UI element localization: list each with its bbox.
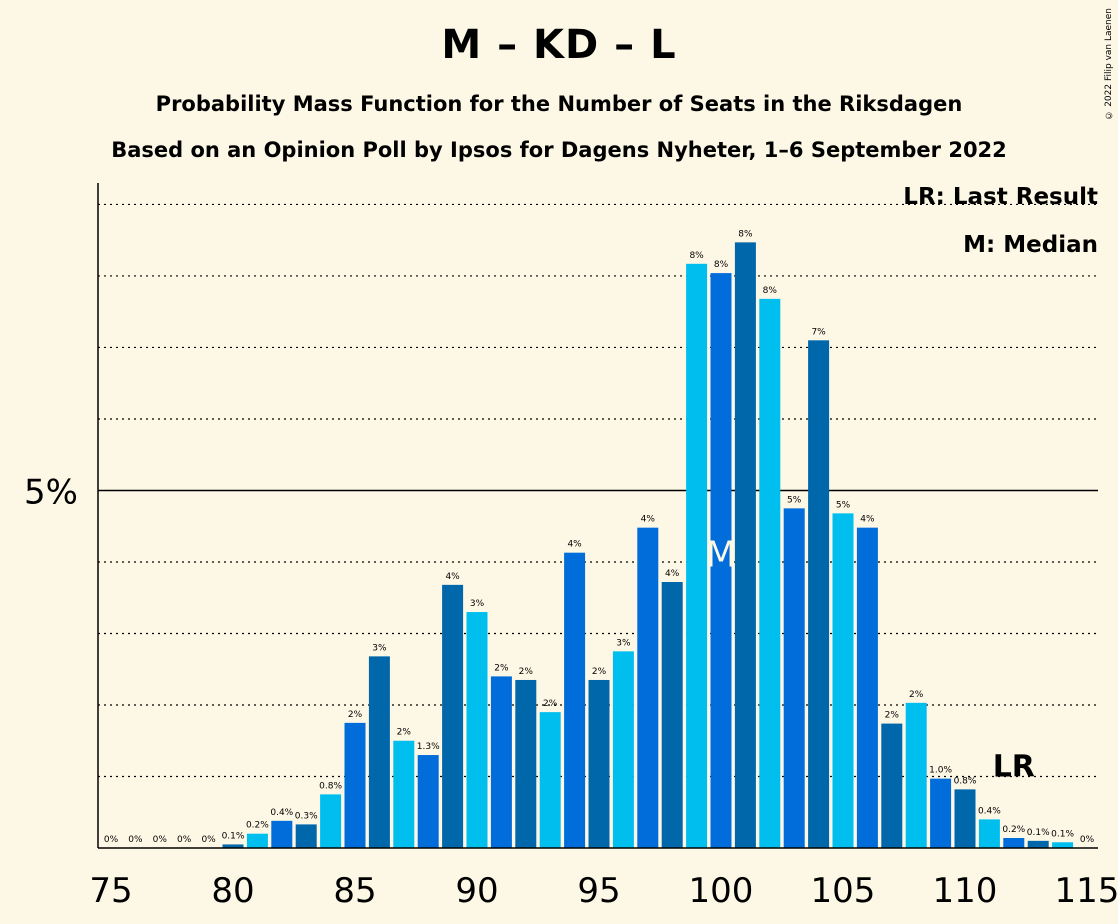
data-label: 0%	[153, 835, 168, 845]
data-label: 0.4%	[978, 806, 1001, 816]
bar-seat-83	[295, 824, 317, 848]
bar-seat-82	[271, 820, 293, 848]
data-label: 2%	[348, 710, 363, 720]
bar-seat-90	[466, 612, 488, 848]
x-tick-label: 75	[89, 871, 132, 911]
data-label: 5%	[787, 495, 802, 505]
bar-seat-89	[442, 584, 464, 848]
data-label: 4%	[445, 572, 460, 582]
chart-source-subtitle: Based on an Opinion Poll by Ipsos for Da…	[111, 138, 1007, 162]
bar-seat-100	[710, 273, 732, 848]
data-label: 4%	[641, 515, 656, 525]
bar-seat-102	[759, 298, 781, 848]
bar-seat-94	[564, 552, 586, 848]
x-tick-label: 110	[933, 871, 998, 911]
bar-seat-86	[368, 656, 390, 848]
data-label: 0%	[128, 835, 143, 845]
bar-seat-98	[661, 582, 683, 848]
chart-subtitle: Probability Mass Function for the Number…	[155, 92, 963, 116]
x-tick-label: 100	[689, 871, 754, 911]
data-label: 1.0%	[929, 766, 952, 776]
bar-seat-81	[246, 833, 268, 848]
data-label: 0.8%	[954, 776, 977, 786]
bar-seat-99	[686, 263, 708, 848]
bar-seat-93	[539, 712, 561, 848]
bar-seat-80	[222, 844, 244, 848]
bar-seat-101	[734, 242, 756, 848]
data-label: 1.3%	[417, 742, 440, 752]
bar-seat-97	[637, 527, 659, 848]
data-label: 2%	[885, 711, 900, 721]
data-label: 0.1%	[1027, 828, 1050, 838]
bar-seat-96	[612, 651, 634, 848]
data-label: 0.4%	[270, 808, 293, 818]
bar-seat-103	[783, 508, 805, 848]
y-tick-label: 5%	[24, 472, 78, 512]
x-tick-label: 80	[211, 871, 254, 911]
data-label: 8%	[763, 286, 778, 296]
data-label: 2%	[909, 690, 924, 700]
data-label: 3%	[616, 638, 631, 648]
bar-seat-109	[930, 778, 952, 848]
bar-seat-84	[320, 794, 342, 848]
x-tick-label: 115	[1055, 871, 1118, 911]
bar-seat-85	[344, 722, 366, 848]
data-label: 2%	[592, 667, 607, 677]
bar-seat-113	[1027, 840, 1049, 848]
bar-seat-91	[490, 676, 512, 848]
last-result-marker: LR	[993, 749, 1035, 784]
data-label: 2%	[397, 728, 412, 738]
data-label: 8%	[689, 251, 704, 261]
x-tick-label: 95	[577, 871, 620, 911]
data-label: 0%	[104, 835, 119, 845]
bar-seat-88	[417, 755, 439, 848]
bar-seat-114	[1052, 842, 1074, 848]
bar-seat-108	[905, 702, 927, 848]
data-label: 0.1%	[1051, 829, 1074, 839]
data-label: 0%	[201, 835, 216, 845]
legend-last-result: LR: Last Result	[903, 184, 1098, 210]
bar-seat-105	[832, 513, 854, 848]
data-label: 7%	[811, 327, 826, 337]
data-label: 2%	[543, 699, 558, 709]
median-marker: M	[705, 534, 736, 575]
data-label: 4%	[665, 569, 680, 579]
data-label: 3%	[470, 599, 485, 609]
bar-seat-87	[393, 740, 415, 848]
chart-title: M – KD – L	[441, 22, 677, 68]
bar-seat-112	[1003, 837, 1025, 848]
x-tick-label: 85	[333, 871, 376, 911]
data-label: 0.2%	[246, 821, 269, 831]
data-label: 2%	[519, 667, 534, 677]
bar-seat-92	[515, 679, 537, 848]
legend-median: M: Median	[963, 232, 1098, 258]
data-label: 5%	[836, 500, 851, 510]
data-label: 0%	[1080, 835, 1095, 845]
bar-seat-107	[881, 723, 903, 848]
bar-seat-111	[978, 819, 1000, 848]
x-tick-label: 105	[811, 871, 876, 911]
data-label: 0.3%	[295, 811, 318, 821]
bar-seat-110	[954, 789, 976, 848]
data-label: 0.2%	[1002, 825, 1025, 835]
data-label: 4%	[567, 540, 582, 550]
bar-seat-104	[808, 340, 830, 848]
data-label: 2%	[494, 663, 509, 673]
bar-seat-95	[588, 679, 610, 848]
data-label: 8%	[738, 229, 753, 239]
data-label: 0%	[177, 835, 192, 845]
data-label: 3%	[372, 643, 387, 653]
data-label: 8%	[714, 260, 729, 270]
data-label: 0.1%	[222, 831, 245, 841]
x-tick-label: 90	[455, 871, 498, 911]
data-label: 0.8%	[319, 781, 342, 791]
bar-seat-106	[856, 527, 878, 848]
data-label: 4%	[860, 515, 875, 525]
